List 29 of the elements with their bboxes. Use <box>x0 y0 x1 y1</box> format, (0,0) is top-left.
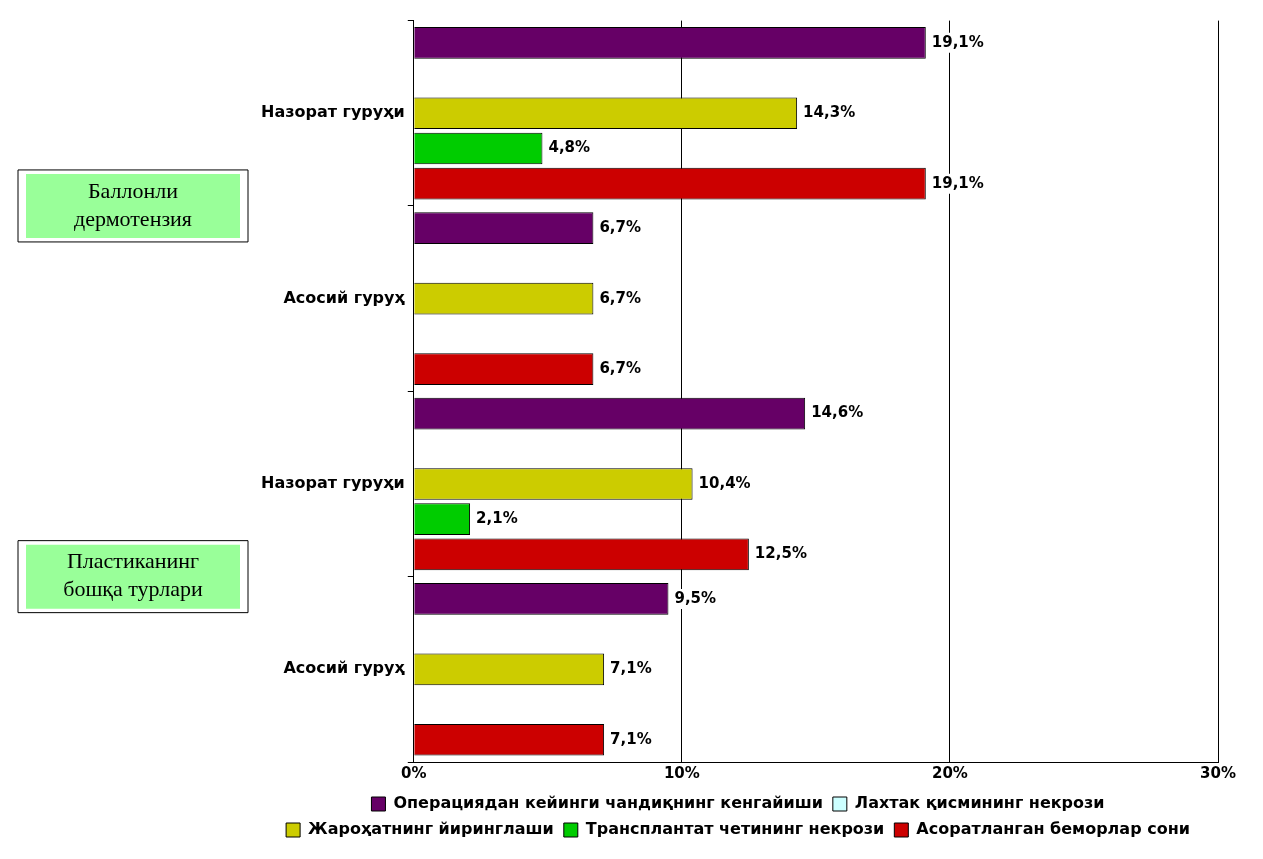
x-tick-label: 20% <box>931 763 968 782</box>
data-label: 19,1% <box>931 32 984 51</box>
data-label: 6,7% <box>599 358 641 377</box>
data-label: 19,1% <box>931 173 984 192</box>
legend-label: Трансплантат четининг некрози <box>585 819 885 839</box>
data-label: 14,6% <box>811 403 864 422</box>
legend-label: Жароҳатнинг йиринглаши <box>308 819 554 839</box>
y-tick-label: Назорат гуруҳи <box>260 473 405 493</box>
text: Баллонли дермотензия <box>74 177 192 231</box>
y-tick-label: Асосий гуруҳ <box>283 658 406 678</box>
data-label: 14,3% <box>803 103 856 122</box>
data-label: 7,1% <box>610 729 652 748</box>
legend-label: Лахтак қисмининг некрози <box>854 793 1105 813</box>
x-tick-label: 30% <box>1200 763 1236 782</box>
text: Пластиканинг бошқа турлари <box>63 548 204 602</box>
data-label: 6,7% <box>599 218 641 237</box>
x-tick-label: 10% <box>663 763 700 782</box>
data-label: 4,8% <box>548 138 591 157</box>
x-tick-label: 0% <box>401 763 427 782</box>
data-label: 10,4% <box>698 473 751 492</box>
y-tick-label: Назорат гуруҳи <box>260 102 405 122</box>
y-tick-label: Асосий гуруҳ <box>283 287 406 307</box>
data-label: 9,5% <box>674 588 717 607</box>
data-label: 2,1% <box>476 509 518 528</box>
data-label: 7,1% <box>610 659 652 678</box>
data-label: 6,7% <box>599 288 641 307</box>
legend-label: Операциядан кейинги чандиқнинг кенгайиши <box>393 793 823 813</box>
data-label: 12,5% <box>754 544 807 563</box>
legend-label: Асоратланган беморлар сони <box>916 819 1190 839</box>
